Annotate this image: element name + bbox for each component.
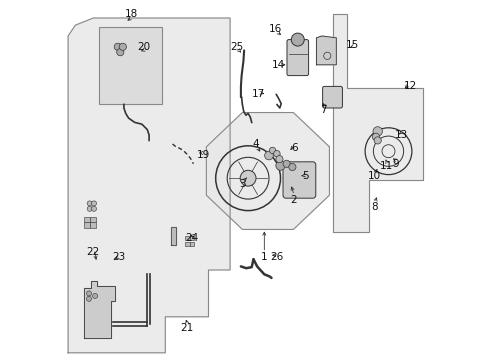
Circle shape [91, 201, 96, 206]
FancyBboxPatch shape [190, 236, 194, 240]
Circle shape [275, 156, 283, 163]
Circle shape [86, 296, 91, 301]
Text: 5: 5 [302, 171, 308, 181]
Circle shape [291, 33, 304, 46]
Text: 23: 23 [112, 252, 125, 262]
Circle shape [264, 151, 273, 160]
Circle shape [119, 43, 126, 50]
Text: 8: 8 [370, 202, 377, 212]
Text: 21: 21 [180, 323, 193, 333]
Text: 20: 20 [137, 42, 150, 52]
FancyBboxPatch shape [90, 217, 96, 222]
Text: 18: 18 [124, 9, 138, 19]
Circle shape [269, 147, 275, 154]
Text: 9: 9 [391, 159, 398, 169]
Circle shape [240, 170, 256, 186]
Text: 13: 13 [394, 130, 407, 140]
FancyBboxPatch shape [84, 217, 89, 222]
Text: 14: 14 [271, 60, 285, 70]
Circle shape [114, 43, 121, 50]
FancyBboxPatch shape [185, 242, 189, 246]
Text: 19: 19 [196, 150, 209, 160]
Text: 10: 10 [367, 171, 380, 181]
Circle shape [288, 163, 295, 171]
Circle shape [87, 201, 92, 206]
Text: 4: 4 [251, 139, 258, 149]
Text: 6: 6 [291, 143, 298, 153]
Text: 25: 25 [230, 42, 244, 52]
FancyBboxPatch shape [90, 222, 96, 228]
FancyBboxPatch shape [84, 222, 89, 228]
Circle shape [91, 206, 96, 211]
Text: 26: 26 [270, 252, 283, 262]
Text: 22: 22 [86, 247, 100, 257]
Text: 16: 16 [268, 24, 281, 34]
FancyBboxPatch shape [190, 242, 194, 246]
Text: 12: 12 [403, 81, 416, 91]
Polygon shape [332, 14, 422, 232]
Polygon shape [206, 113, 329, 229]
Polygon shape [170, 227, 176, 245]
Circle shape [275, 161, 285, 170]
Text: 11: 11 [379, 161, 392, 171]
FancyBboxPatch shape [185, 236, 189, 240]
Polygon shape [68, 18, 230, 353]
Circle shape [117, 49, 123, 56]
FancyBboxPatch shape [283, 162, 315, 198]
Polygon shape [316, 36, 336, 65]
Circle shape [373, 137, 381, 144]
FancyBboxPatch shape [286, 40, 308, 76]
Circle shape [283, 160, 289, 167]
Text: 15: 15 [345, 40, 358, 50]
FancyBboxPatch shape [322, 86, 342, 108]
Text: 7: 7 [320, 105, 326, 115]
FancyBboxPatch shape [99, 27, 162, 104]
Circle shape [86, 291, 91, 296]
Circle shape [92, 293, 98, 298]
Text: 24: 24 [185, 233, 199, 243]
Circle shape [371, 133, 379, 140]
Circle shape [372, 127, 382, 136]
Text: 17: 17 [252, 89, 265, 99]
Text: 2: 2 [289, 195, 296, 205]
Circle shape [273, 150, 280, 157]
Text: 3: 3 [239, 179, 245, 189]
Text: 1: 1 [261, 252, 267, 262]
Polygon shape [84, 281, 115, 338]
Circle shape [87, 206, 92, 211]
